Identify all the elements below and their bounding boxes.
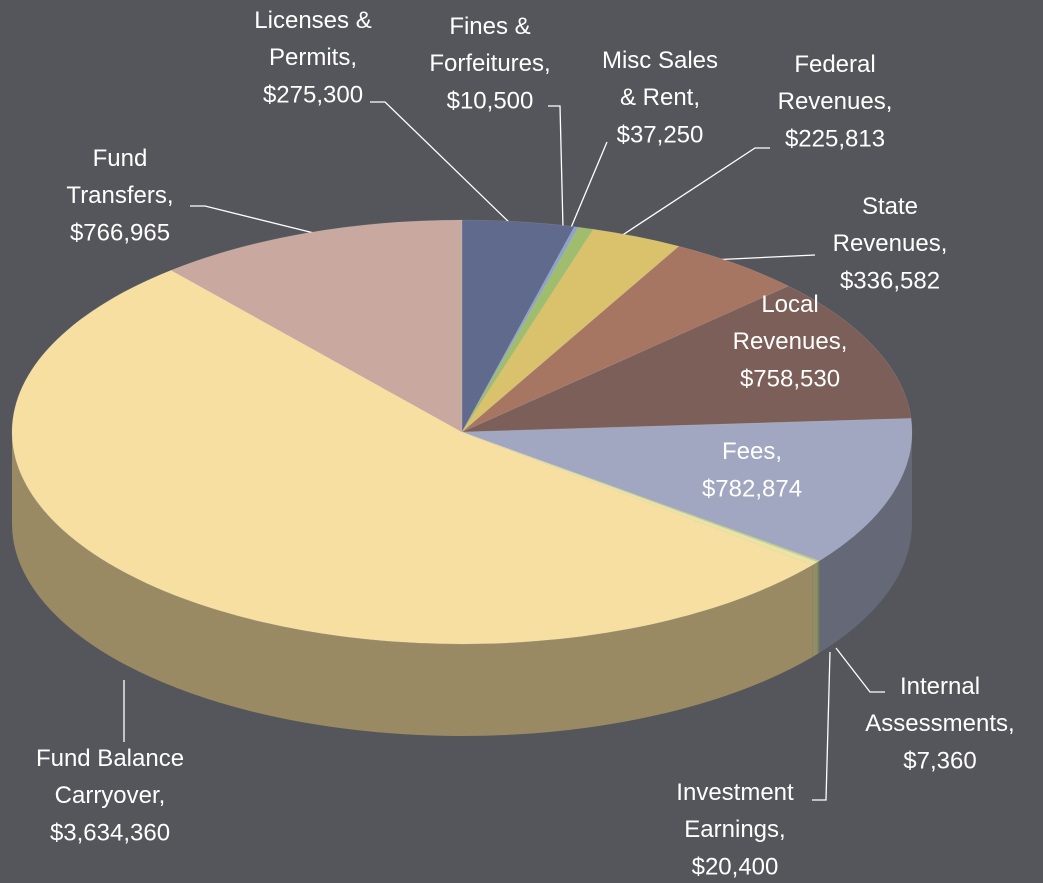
label-line: Permits,: [269, 44, 357, 71]
label-line: & Rent,: [620, 84, 700, 111]
leader-line: [835, 647, 885, 693]
slice-side: [819, 432, 912, 653]
label-line: Licenses &: [254, 7, 371, 34]
slice-label: Fees,: [722, 438, 782, 465]
label-line: Misc Sales: [602, 47, 718, 74]
label-line: Fund Balance: [36, 745, 184, 772]
leader-lines: [123, 101, 885, 801]
slice-label: Licenses & Permits,: [254, 7, 371, 71]
label-line: Fund: [93, 145, 148, 172]
slice: [461, 418, 913, 562]
value-label: $37,250: [617, 121, 704, 148]
label-line: Internal: [900, 673, 980, 700]
slice: [461, 228, 680, 433]
leader-line: [812, 651, 831, 801]
slice-label: Fund Balance Carryover,: [36, 745, 184, 809]
slice: [170, 219, 463, 433]
slice-label: Local Revenues,: [733, 291, 848, 355]
label-line: Earnings,: [684, 816, 785, 843]
label-line: Transfers,: [66, 182, 173, 209]
value-label: $20,400: [692, 853, 779, 880]
slice-side: [12, 432, 813, 737]
label-line: Assessments,: [865, 710, 1014, 737]
label-line: Federal: [794, 51, 875, 78]
slice: [461, 219, 575, 433]
slice-label: Investment Earnings,: [676, 779, 794, 843]
value-label: $782,874: [702, 475, 802, 502]
slice: [461, 226, 580, 433]
label-line: Carryover,: [55, 782, 166, 809]
slice-side: [817, 560, 820, 654]
pie-sides: [12, 432, 912, 737]
value-label: $225,813: [785, 125, 885, 152]
value-label: $3,634,360: [50, 819, 170, 846]
label-line: Revenues,: [733, 328, 848, 355]
leader-line: [709, 254, 816, 261]
value-label: $766,965: [70, 219, 170, 246]
slice-label: Fund Transfers,: [66, 145, 173, 209]
slice-label: Federal Revenues,: [778, 51, 893, 115]
leader-line: [190, 205, 323, 236]
label-line: Revenues,: [778, 88, 893, 115]
leader-line: [548, 105, 564, 229]
label-line: Revenues,: [833, 230, 948, 257]
pie-tops: [11, 219, 913, 645]
leader-line: [569, 141, 608, 231]
slice-label: Internal Assessments,: [865, 673, 1014, 737]
slice-side: [812, 561, 818, 658]
leader-line: [617, 147, 770, 239]
value-label: $7,360: [903, 747, 976, 774]
slice-label: Misc Sales & Rent,: [602, 47, 718, 111]
value-label: $275,300: [263, 81, 363, 108]
value-label: $758,530: [740, 365, 840, 392]
slice: [461, 285, 912, 433]
slice: [461, 245, 790, 433]
value-label: $10,500: [447, 87, 534, 114]
label-line: State: [862, 193, 918, 220]
label-line: Local: [761, 291, 818, 318]
slice: [11, 269, 813, 645]
slice-label: State Revenues,: [833, 193, 948, 257]
label-line: Investment: [676, 779, 794, 806]
slice: [461, 431, 821, 563]
label-line: Forfeitures,: [429, 50, 550, 77]
slice-label: Fines & Forfeitures,: [429, 13, 550, 77]
value-label: $336,582: [840, 267, 940, 294]
label-line: Fees,: [722, 438, 782, 465]
slice: [461, 431, 819, 566]
leader-line: [370, 101, 513, 226]
label-line: Fines &: [449, 13, 530, 40]
slice: [461, 226, 594, 433]
